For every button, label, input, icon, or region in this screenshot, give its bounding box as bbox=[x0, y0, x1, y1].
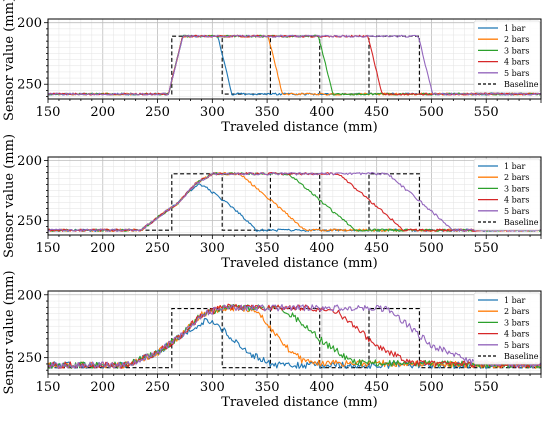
x-axis-title: Traveled distance (mm) bbox=[221, 120, 377, 135]
x-tick-label: 250 bbox=[145, 241, 170, 256]
legend-label: 1 bar bbox=[504, 24, 526, 33]
legend-label: 2 bars bbox=[504, 35, 529, 44]
series-line-5-bars bbox=[48, 172, 541, 232]
series-group bbox=[48, 172, 541, 232]
series-line-1-bar bbox=[48, 34, 541, 96]
x-tick-label: 400 bbox=[309, 380, 334, 395]
plot-frame bbox=[47, 18, 542, 100]
y-tick-label: 250 bbox=[17, 351, 42, 366]
legend: 1 bar 2 bars 3 bars 4 bars 5 bars Baseline bbox=[473, 292, 541, 365]
chart-panel-bottom: 150 200 250 300 350 400 450 500 550 200 250 Travele… bbox=[2, 270, 542, 410]
y-axis-title: Sensor value (mm) bbox=[2, 0, 17, 121]
x-axis-title: Traveled distance (mm) bbox=[221, 256, 377, 271]
series-line-1-bar bbox=[48, 183, 541, 232]
legend: 1 bar 2 bars 3 bars 4 bars 5 bars Baseline bbox=[473, 158, 541, 231]
y-tick-label: 250 bbox=[17, 78, 42, 93]
x-tick-label: 550 bbox=[474, 241, 499, 256]
plot-frame bbox=[47, 156, 542, 236]
y-tick-label: 200 bbox=[17, 154, 42, 169]
x-tick-label: 150 bbox=[36, 380, 61, 395]
grid bbox=[47, 19, 542, 99]
series-group bbox=[48, 303, 541, 369]
x-tick-label: 150 bbox=[36, 241, 61, 256]
x-tick-label: 550 bbox=[474, 105, 499, 120]
legend-label: Baseline bbox=[504, 352, 539, 361]
legend: 1 bar 2 bars 3 bars 4 bars 5 bars Baseline bbox=[473, 20, 541, 93]
x-tick-label: 250 bbox=[145, 105, 170, 120]
legend-label: 2 bars bbox=[504, 173, 529, 182]
y-tick-label: 200 bbox=[17, 16, 42, 31]
legend-label: 4 bars bbox=[504, 58, 529, 67]
x-tick-label: 450 bbox=[364, 380, 389, 395]
x-tick-label: 400 bbox=[309, 241, 334, 256]
x-tick-label: 250 bbox=[145, 380, 170, 395]
x-tick-label: 450 bbox=[364, 241, 389, 256]
series-line-2-bars bbox=[48, 304, 541, 369]
x-tick-label: 550 bbox=[474, 380, 499, 395]
x-tick-label: 400 bbox=[309, 105, 334, 120]
legend-label: 5 bars bbox=[504, 207, 529, 216]
legend-label: 3 bars bbox=[504, 184, 529, 193]
legend-label: 1 bar bbox=[504, 162, 526, 171]
legend-label: 4 bars bbox=[504, 196, 529, 205]
legend-label: 4 bars bbox=[504, 330, 529, 339]
series-line-3-bars bbox=[48, 34, 541, 96]
x-tick-label: 200 bbox=[90, 105, 115, 120]
legend-label: Baseline bbox=[504, 80, 539, 89]
series-line-3-bars bbox=[48, 304, 541, 369]
x-tick-label: 300 bbox=[200, 380, 225, 395]
grid bbox=[47, 157, 542, 235]
series-line-baseline bbox=[48, 35, 541, 95]
x-tick-label: 350 bbox=[255, 241, 280, 256]
x-tick-label: 500 bbox=[419, 105, 444, 120]
x-tick-label: 150 bbox=[36, 105, 61, 120]
series-line-2-bars bbox=[48, 172, 541, 232]
series-line-4-bars bbox=[48, 34, 541, 96]
x-tick-label: 200 bbox=[90, 241, 115, 256]
legend-label: 1 bar bbox=[504, 296, 526, 305]
x-axis-title: Traveled distance (mm) bbox=[221, 395, 377, 410]
x-tick-label: 300 bbox=[200, 241, 225, 256]
x-tick-label: 350 bbox=[255, 105, 280, 120]
legend-label: 3 bars bbox=[504, 318, 529, 327]
legend-label: 3 bars bbox=[504, 46, 529, 55]
series-line-5-bars bbox=[48, 304, 541, 369]
legend-label: 2 bars bbox=[504, 307, 529, 316]
legend-label: 5 bars bbox=[504, 69, 529, 78]
x-tick-label: 300 bbox=[200, 105, 225, 120]
series-line-3-bars bbox=[48, 172, 541, 232]
legend-label: 5 bars bbox=[504, 341, 529, 350]
x-tick-label: 200 bbox=[90, 380, 115, 395]
y-tick-label: 250 bbox=[17, 214, 42, 229]
series-group bbox=[48, 34, 541, 96]
chart-panel-top: 150 200 250 300 350 400 450 500 550 200 250 Travele… bbox=[2, 0, 542, 135]
y-axis-title: Sensor value (mm) bbox=[2, 134, 17, 258]
legend-label: Baseline bbox=[504, 218, 539, 227]
series-line-4-bars bbox=[48, 172, 541, 232]
x-tick-label: 500 bbox=[419, 380, 444, 395]
y-axis-title: Sensor value (mm) bbox=[2, 270, 17, 394]
y-tick-label: 200 bbox=[17, 288, 42, 303]
x-tick-label: 350 bbox=[255, 380, 280, 395]
chart-panel-middle: 150 200 250 300 350 400 450 500 550 200 250 Travele… bbox=[2, 134, 542, 271]
series-line-5-bars bbox=[48, 34, 541, 96]
x-tick-label: 500 bbox=[419, 241, 444, 256]
series-line-baseline bbox=[48, 308, 541, 369]
series-line-2-bars bbox=[48, 34, 541, 96]
x-tick-label: 450 bbox=[364, 105, 389, 120]
